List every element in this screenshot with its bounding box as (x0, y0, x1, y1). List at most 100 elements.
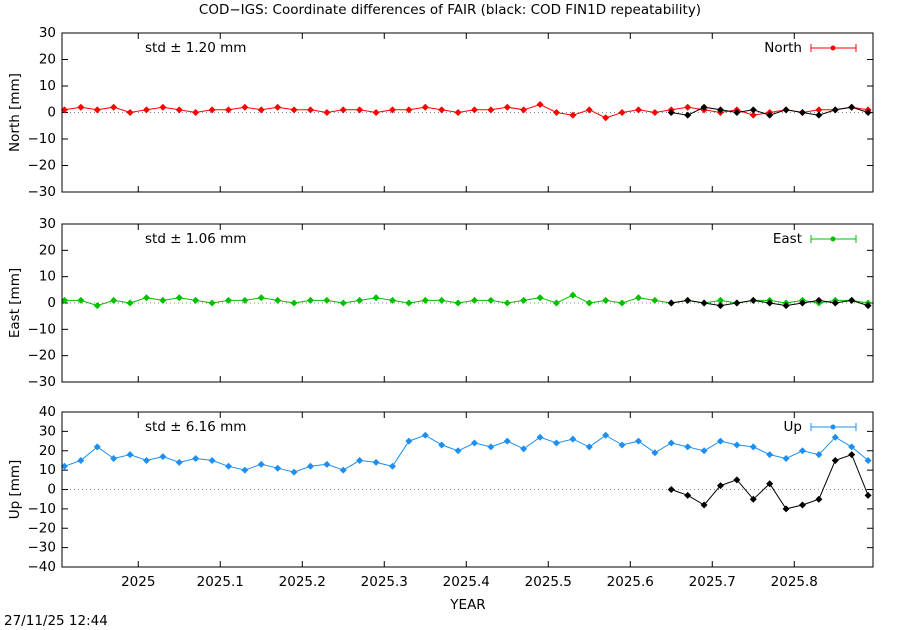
point (831, 433, 839, 441)
point (323, 296, 331, 304)
point (848, 451, 856, 459)
x-tick-label: 2025.5 (525, 574, 572, 590)
point (159, 453, 167, 461)
point (60, 106, 68, 114)
point (552, 299, 560, 307)
point (700, 447, 708, 455)
point (782, 505, 790, 513)
point (356, 296, 364, 304)
point (733, 299, 741, 307)
point (864, 109, 872, 116)
legend-symbol (830, 236, 836, 242)
point (159, 296, 167, 304)
y-tick-label: −20 (28, 158, 57, 174)
point (815, 296, 823, 304)
point (634, 437, 642, 445)
point (536, 294, 544, 302)
annotation: std ± 1.20 mm (145, 40, 246, 56)
point (487, 106, 495, 114)
point (241, 103, 249, 111)
point (339, 299, 347, 307)
point (667, 439, 675, 447)
point (520, 106, 528, 114)
point (602, 114, 610, 122)
point (585, 106, 593, 114)
chart-title: COD−IGS: Coordinate differences of FAIR … (199, 2, 701, 18)
point (241, 466, 249, 474)
point (766, 111, 774, 119)
point (848, 103, 856, 111)
y-tick-label: −20 (28, 348, 57, 364)
point (798, 501, 806, 509)
plot-frame (61, 32, 874, 193)
point (684, 296, 692, 304)
point (323, 460, 331, 468)
point (438, 296, 446, 304)
point (388, 462, 396, 470)
point (848, 443, 856, 451)
y-tick-label: −10 (28, 501, 57, 517)
point (569, 435, 577, 443)
point (782, 106, 790, 114)
y-tick-label: 0 (47, 295, 56, 311)
point (848, 296, 856, 304)
point (175, 458, 183, 466)
y-tick-label: 30 (39, 423, 56, 439)
plot-frame (61, 223, 874, 383)
point (503, 299, 511, 307)
y-tick-label: 10 (39, 78, 56, 94)
legend-symbol (830, 424, 836, 430)
point (864, 456, 872, 464)
point (93, 443, 101, 451)
series-line (64, 294, 869, 307)
point (110, 103, 118, 111)
point (536, 433, 544, 441)
point (634, 106, 642, 114)
point (388, 106, 396, 114)
point (175, 106, 183, 114)
point (93, 106, 101, 114)
legend-label: East (773, 231, 802, 247)
x-tick-label: 2025.3 (361, 574, 408, 590)
point (618, 109, 626, 116)
point (602, 431, 610, 439)
point (142, 456, 150, 464)
point (782, 302, 790, 310)
y-tick-label: 30 (39, 216, 56, 232)
point (815, 451, 823, 459)
point (733, 476, 741, 484)
point (257, 294, 265, 302)
point (405, 437, 413, 445)
point (569, 111, 577, 119)
y-tick-label: 0 (47, 482, 56, 498)
point (470, 439, 478, 447)
point (651, 296, 659, 304)
point (224, 462, 232, 470)
x-tick-label: 2025.7 (689, 574, 736, 590)
point (634, 294, 642, 302)
point (306, 462, 314, 470)
point (77, 103, 85, 111)
point (257, 106, 265, 114)
point (733, 109, 741, 116)
point (306, 296, 314, 304)
point (126, 451, 134, 459)
y-tick-label: −10 (28, 321, 57, 337)
point (454, 447, 462, 455)
x-tick-label: 2025.1 (197, 574, 244, 590)
y-tick-label: 20 (39, 242, 56, 258)
point (569, 291, 577, 299)
series-line (64, 434, 869, 473)
point (798, 447, 806, 455)
point (585, 443, 593, 451)
point (110, 296, 118, 304)
y-axis-label: East [mm] (7, 268, 23, 338)
point (356, 456, 364, 464)
point (487, 296, 495, 304)
y-axis-label: Up [mm] (7, 460, 23, 520)
point (815, 106, 823, 114)
point (290, 106, 298, 114)
point (749, 296, 757, 304)
point (552, 439, 560, 447)
point (274, 296, 282, 304)
